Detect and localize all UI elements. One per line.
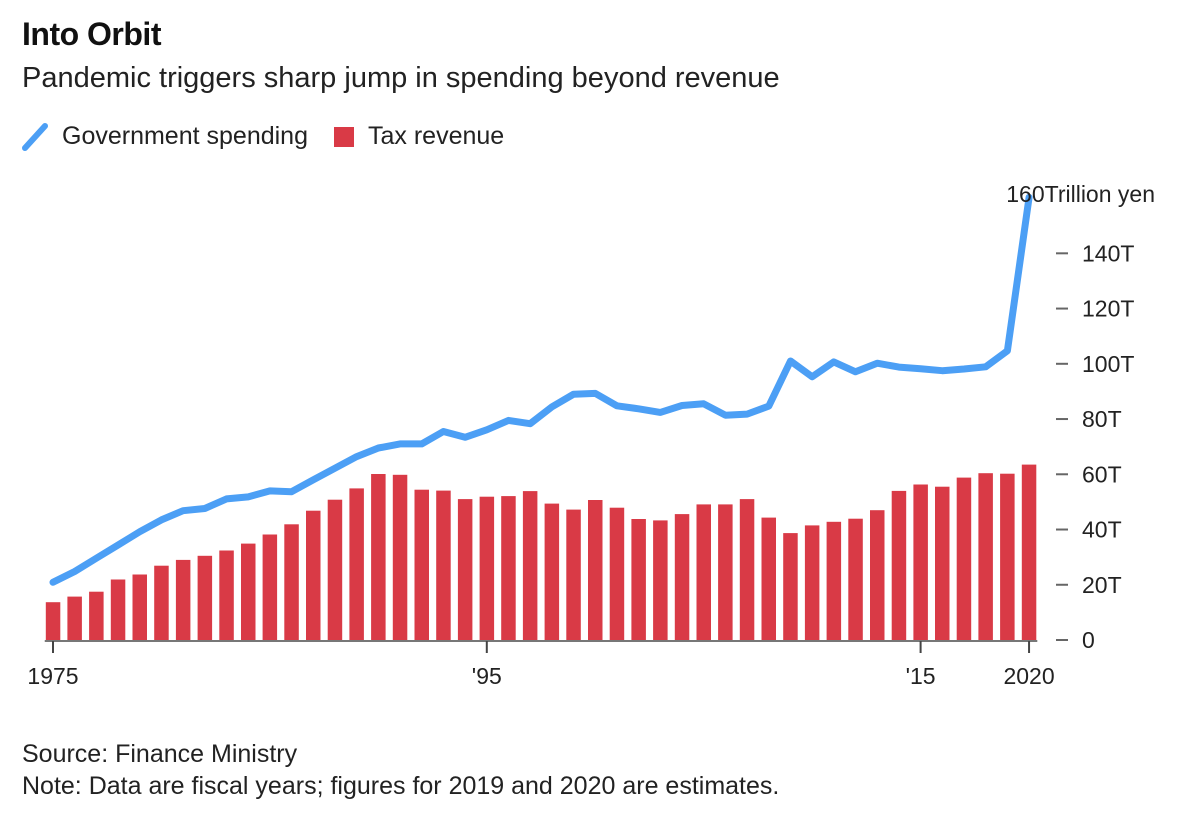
source-note: Source: Finance Ministry bbox=[22, 740, 298, 768]
y-tick-label: 100T bbox=[1082, 351, 1134, 377]
bar-1999 bbox=[566, 509, 581, 640]
bar-2005 bbox=[696, 504, 711, 640]
bar-2012 bbox=[848, 518, 863, 640]
bar-2014 bbox=[891, 490, 907, 640]
x-axis: 1975 '95 '15 2020 bbox=[27, 641, 1055, 689]
y-tick-label: 80T bbox=[1082, 406, 1122, 432]
bar-2001 bbox=[609, 507, 625, 640]
legend-label: Tax revenue bbox=[367, 122, 505, 150]
bar-1986 bbox=[284, 524, 299, 640]
bar-2009 bbox=[783, 533, 798, 640]
bar-1984 bbox=[241, 543, 256, 640]
y-tick-label: 20T bbox=[1082, 572, 1122, 598]
bar-1988 bbox=[327, 499, 343, 640]
bar-2008 bbox=[761, 517, 776, 640]
bar-2015 bbox=[913, 484, 928, 640]
bar-series-tax-revenue bbox=[45, 464, 1037, 640]
bar-1989 bbox=[349, 488, 364, 640]
bar-2006 bbox=[718, 504, 733, 640]
bar-1996 bbox=[501, 496, 516, 640]
bar-1990 bbox=[371, 474, 386, 640]
bar-2020 bbox=[1021, 464, 1037, 640]
bar-1997 bbox=[522, 491, 538, 640]
bar-2000 bbox=[588, 500, 603, 640]
bar-1983 bbox=[219, 550, 234, 640]
chart-subtitle: Pandemic triggers sharp jump in spending… bbox=[22, 62, 780, 94]
data-note: Note: Data are fiscal years; figures for… bbox=[22, 772, 780, 800]
bar-1995 bbox=[479, 496, 495, 640]
bar-1992 bbox=[414, 489, 429, 640]
x-tick-label: '15 bbox=[906, 663, 936, 689]
bar-1998 bbox=[544, 503, 560, 640]
x-tick-label: 2020 bbox=[1003, 663, 1054, 689]
bar-1976 bbox=[67, 596, 82, 640]
bar-1982 bbox=[197, 555, 213, 640]
bar-2004 bbox=[674, 514, 690, 640]
line-icon bbox=[22, 122, 48, 151]
bar-2019 bbox=[1000, 473, 1015, 640]
bar-1979 bbox=[132, 574, 147, 640]
footer: Source: Finance Ministry Note: Data are … bbox=[22, 738, 779, 802]
bar-1993 bbox=[436, 490, 451, 640]
bar-2013 bbox=[870, 510, 885, 640]
y-tick-label: 60T bbox=[1082, 461, 1122, 487]
bar-2018 bbox=[978, 473, 993, 640]
bar-2017 bbox=[956, 477, 972, 640]
legend: Government spending Tax revenue bbox=[22, 122, 530, 151]
chart-title: Into Orbit bbox=[22, 16, 161, 52]
bar-1985 bbox=[262, 534, 278, 640]
bar-2016 bbox=[935, 486, 950, 640]
legend-item-tax-revenue: Tax revenue bbox=[333, 122, 505, 151]
bar-2011 bbox=[826, 521, 842, 640]
bar-1975 bbox=[45, 602, 61, 640]
bar-1977 bbox=[89, 591, 104, 640]
square-swatch-icon bbox=[333, 126, 354, 147]
bar-2010 bbox=[804, 525, 820, 640]
line-series-government-spending bbox=[49, 193, 1033, 586]
y-tick-label: 120T bbox=[1082, 296, 1134, 322]
x-tick-label: 1975 bbox=[27, 663, 78, 689]
bar-2003 bbox=[653, 520, 668, 640]
legend-label: Government spending bbox=[62, 122, 308, 150]
y-axis: 0 20T 40T 60T 80T 100T 120T 140T bbox=[1056, 240, 1134, 653]
bar-1987 bbox=[306, 510, 321, 640]
y-tick-label: 40T bbox=[1082, 517, 1122, 543]
bar-2007 bbox=[739, 499, 755, 640]
y-tick-label: 140T bbox=[1082, 240, 1134, 266]
bar-1981 bbox=[175, 559, 191, 640]
bar-1991 bbox=[392, 474, 408, 640]
bar-1980 bbox=[154, 565, 169, 640]
y-tick-label: 0 bbox=[1082, 627, 1095, 653]
x-tick-label: '95 bbox=[472, 663, 502, 689]
bar-1978 bbox=[110, 579, 126, 640]
bar-2002 bbox=[631, 519, 646, 640]
bar-1994 bbox=[457, 499, 473, 640]
y-axis-unit-label: 160Trillion yen bbox=[1006, 181, 1155, 207]
legend-item-government-spending: Government spending bbox=[22, 122, 308, 151]
